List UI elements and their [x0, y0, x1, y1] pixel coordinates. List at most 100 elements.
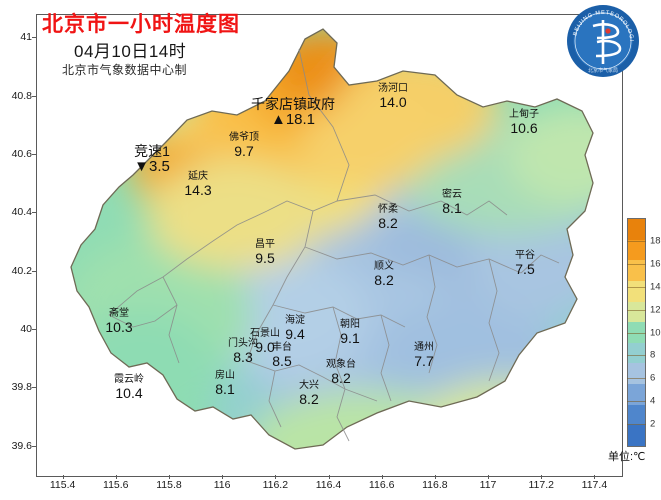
- station-name: 昌平: [255, 239, 275, 250]
- station-name: 佛爷顶: [229, 132, 259, 143]
- y-axis-tick-mark: [32, 329, 36, 331]
- x-axis-tick-mark: [168, 475, 170, 479]
- y-axis-tick-mark: [32, 37, 36, 39]
- temperature-colorbar: [627, 218, 646, 447]
- station-value: 7.5: [515, 261, 535, 277]
- station-name: 怀柔: [378, 204, 398, 215]
- station-label[interactable]: 房山 8.1: [215, 370, 235, 397]
- station-label[interactable]: 大兴 8.2: [299, 381, 319, 407]
- station-label[interactable]: 顺义 8.2: [374, 262, 394, 288]
- district-boundaries: [108, 48, 560, 442]
- colorbar-separator: [627, 401, 646, 403]
- station-label[interactable]: 霞云岭 10.4: [114, 374, 144, 401]
- station-name: 房山: [215, 370, 235, 381]
- colorbar-separator: [627, 332, 646, 334]
- colorbar-band: [628, 239, 645, 261]
- x-axis-tick-label: 115.8: [156, 479, 182, 491]
- colorbar-tick-label: 4: [650, 395, 656, 407]
- station-value: 10.4: [115, 385, 143, 401]
- station-label[interactable]: 观象台 8.2: [326, 360, 356, 386]
- station-name: 斋堂: [109, 308, 129, 319]
- station-value: 9.5: [255, 250, 275, 266]
- x-axis-tick-label: 115.4: [49, 479, 76, 491]
- colorbar-band: [628, 384, 645, 405]
- svg-text:北京市气象局: 北京市气象局: [588, 67, 618, 74]
- station-name: 海淀: [285, 315, 305, 326]
- station-value: 8.5: [272, 353, 292, 369]
- station-name: 石景山: [250, 328, 280, 339]
- station-label[interactable]: 怀柔 8.2: [378, 204, 398, 231]
- colorbar-band: [628, 280, 645, 302]
- colorbar-tick-label: 10: [650, 327, 661, 338]
- station-label[interactable]: 平谷 7.5: [515, 250, 535, 277]
- colorbar-band: [628, 260, 645, 281]
- x-axis-tick-mark: [488, 475, 490, 479]
- page-source-credit: 北京市气象数据中心制: [62, 63, 188, 77]
- y-axis-tick-label: 39.8: [11, 381, 32, 394]
- x-axis-tick-mark: [328, 475, 330, 479]
- y-axis-tick-mark: [32, 212, 36, 214]
- station-value: 8.1: [215, 381, 235, 397]
- station-name: 朝阳: [340, 319, 360, 330]
- station-label[interactable]: 密云 8.1: [442, 189, 462, 216]
- station-name: 千家店镇政府: [251, 96, 335, 112]
- station-name: 平谷: [515, 250, 535, 261]
- station-value: 14.3: [184, 182, 212, 198]
- station-label[interactable]: 昌平 9.5: [255, 239, 275, 266]
- station-value: 10.6: [510, 120, 538, 136]
- x-axis-tick-label: 116: [213, 479, 231, 491]
- colorbar-separator: [627, 286, 646, 288]
- station-label[interactable]: 上甸子 10.6: [509, 110, 539, 136]
- station-label[interactable]: 石景山 9.0: [250, 328, 280, 355]
- y-axis-tick-label: 40: [20, 323, 32, 336]
- station-name: 霞云岭: [114, 374, 144, 385]
- page-subtitle: 04月10日14时: [74, 42, 187, 61]
- colorbar-tick-label: 12: [650, 304, 661, 316]
- station-label[interactable]: 通州 7.7: [414, 342, 434, 369]
- x-axis-tick-label: 115.6: [103, 479, 129, 491]
- station-value: 9.0: [255, 339, 275, 355]
- station-label[interactable]: 朝阳 9.1: [340, 319, 360, 346]
- station-label[interactable]: 延庆 14.3: [184, 171, 212, 198]
- station-value-max: ▲18.1: [270, 111, 316, 128]
- city-boundary: [70, 28, 594, 450]
- colorbar-tick-label: 18: [650, 235, 661, 247]
- colorbar-band: [628, 219, 645, 240]
- station-label[interactable]: 门头沟 8.3: [228, 338, 258, 365]
- station-name: 密云: [442, 189, 462, 200]
- station-label[interactable]: 丰台 8.5: [272, 343, 292, 369]
- x-axis-tick-mark: [381, 475, 383, 479]
- x-axis-tick-label: 116.2: [262, 479, 289, 491]
- station-name: 汤河口: [378, 83, 408, 94]
- x-axis-tick-mark: [434, 475, 436, 479]
- station-value: 14.0: [379, 94, 407, 110]
- station-name: 延庆: [188, 171, 208, 182]
- y-axis-tick-label: 40.2: [11, 264, 32, 277]
- station-name: 门头沟: [228, 338, 258, 349]
- station-label[interactable]: 竞速1 ▼3.5: [134, 144, 170, 174]
- colorbar-band: [628, 342, 645, 364]
- colorbar-separator: [627, 355, 646, 357]
- colorbar-band: [628, 425, 645, 446]
- station-value: 9.7: [234, 143, 254, 159]
- y-axis-tick-mark: [32, 154, 36, 156]
- station-label[interactable]: 千家店镇政府 ▲18.1: [251, 97, 335, 127]
- x-axis-tick-label: 117: [479, 479, 497, 491]
- y-axis-tick-mark: [32, 270, 36, 272]
- x-axis-tick-mark: [222, 475, 224, 479]
- y-axis-tick-mark: [32, 95, 36, 97]
- colorbar-separator: [627, 240, 646, 242]
- station-label[interactable]: 佛爷顶 9.7: [229, 132, 259, 159]
- colorbar-tick-label: 2: [650, 418, 656, 430]
- x-axis-tick-mark: [541, 475, 543, 479]
- colorbar-separator: [627, 424, 646, 426]
- station-label[interactable]: 汤河口 14.0: [378, 83, 408, 110]
- station-label[interactable]: 斋堂 10.3: [105, 308, 132, 335]
- x-axis-tick-mark: [594, 475, 596, 479]
- station-label[interactable]: 海淀 9.4: [285, 315, 305, 342]
- y-axis-tick-label: 39.6: [11, 439, 32, 452]
- station-value: 9.1: [340, 330, 360, 346]
- station-name: 通州: [414, 342, 434, 353]
- x-axis-tick-label: 117.4: [581, 479, 608, 491]
